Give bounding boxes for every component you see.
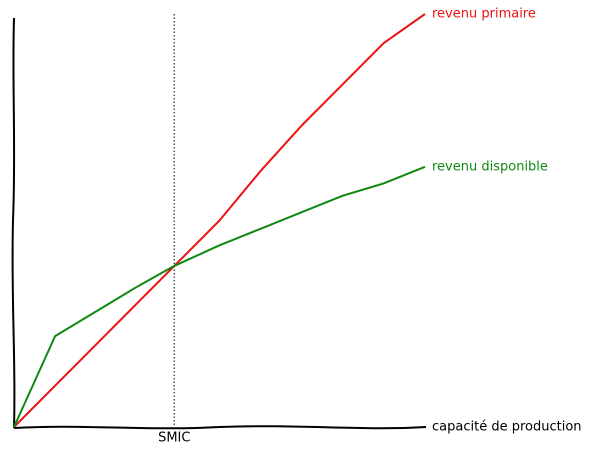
x-axis-label: capacité de production — [432, 420, 582, 435]
reference-label: SMIC — [158, 431, 190, 446]
x-axis — [13, 425, 427, 430]
series-label: revenu primaire — [432, 7, 536, 22]
series-label: revenu disponible — [432, 159, 548, 174]
line-series — [13, 165, 426, 428]
y-axis — [11, 17, 16, 429]
line-series — [13, 13, 426, 428]
